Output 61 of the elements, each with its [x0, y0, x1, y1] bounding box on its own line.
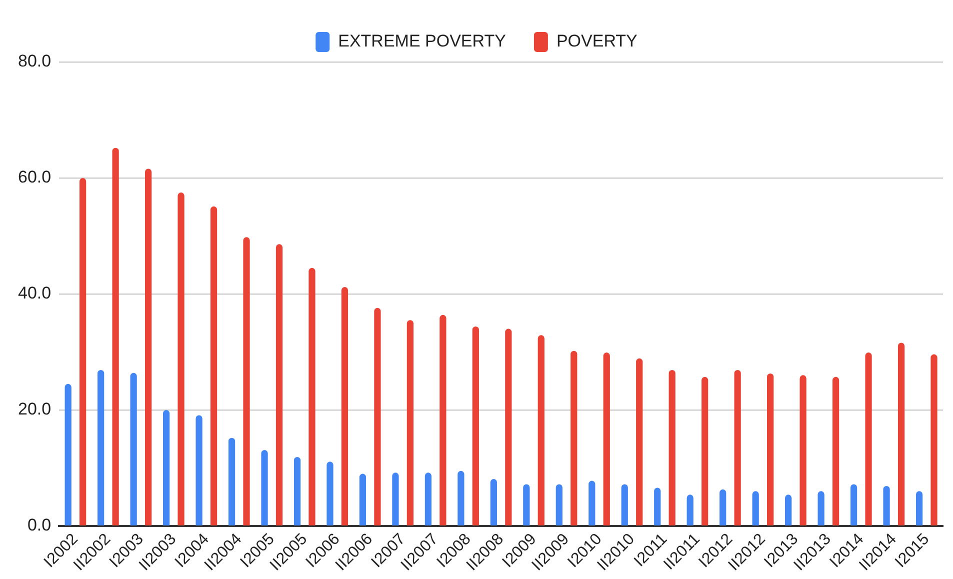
bar — [359, 474, 366, 526]
bar — [752, 491, 759, 526]
bar — [702, 376, 708, 526]
bar — [112, 148, 119, 526]
bar — [228, 438, 236, 526]
bar — [538, 335, 544, 526]
bar — [636, 358, 643, 526]
bar — [341, 287, 348, 526]
bar — [916, 491, 923, 526]
bar — [374, 308, 381, 526]
bar — [424, 472, 432, 526]
bar — [261, 450, 268, 526]
bar — [720, 489, 726, 526]
bar — [80, 178, 86, 526]
bar — [686, 494, 694, 526]
bar — [98, 370, 104, 526]
y-tick-label: 80.0 — [18, 52, 52, 71]
bar — [294, 456, 301, 526]
y-tick-label: 0.0 — [27, 516, 52, 535]
bar — [243, 237, 250, 526]
bar — [64, 384, 72, 526]
bar — [898, 342, 905, 526]
bar — [505, 328, 512, 526]
bar — [196, 415, 202, 526]
bar — [490, 478, 497, 526]
bar — [818, 491, 824, 526]
bar — [654, 488, 661, 526]
bar — [603, 352, 610, 526]
bar — [458, 470, 464, 526]
bar — [785, 494, 792, 526]
bar — [162, 410, 170, 526]
bar — [570, 350, 578, 526]
bar — [883, 486, 890, 526]
bar — [800, 375, 806, 526]
bar — [440, 314, 446, 526]
bar — [556, 484, 562, 526]
bar — [144, 168, 152, 526]
bar — [766, 373, 774, 526]
legend-label: POVERTY — [556, 32, 638, 51]
bar — [930, 354, 938, 526]
y-tick-label: 20.0 — [18, 400, 52, 419]
bar — [130, 372, 137, 526]
y-tick-label: 60.0 — [18, 168, 52, 187]
bar — [734, 370, 741, 526]
bar — [392, 472, 399, 526]
bar — [588, 480, 596, 526]
bar — [472, 326, 479, 526]
bar — [326, 462, 334, 526]
bar — [276, 244, 283, 526]
bar — [210, 206, 218, 526]
bar — [178, 192, 184, 526]
bar — [523, 484, 530, 526]
bar — [308, 268, 316, 526]
y-tick-label: 40.0 — [18, 284, 52, 303]
bar — [832, 376, 840, 526]
legend-label: EXTREME POVERTY — [338, 32, 506, 51]
bar — [865, 352, 872, 526]
bar — [668, 370, 676, 526]
bar — [406, 320, 414, 526]
bar — [850, 484, 858, 526]
bar — [621, 484, 628, 526]
